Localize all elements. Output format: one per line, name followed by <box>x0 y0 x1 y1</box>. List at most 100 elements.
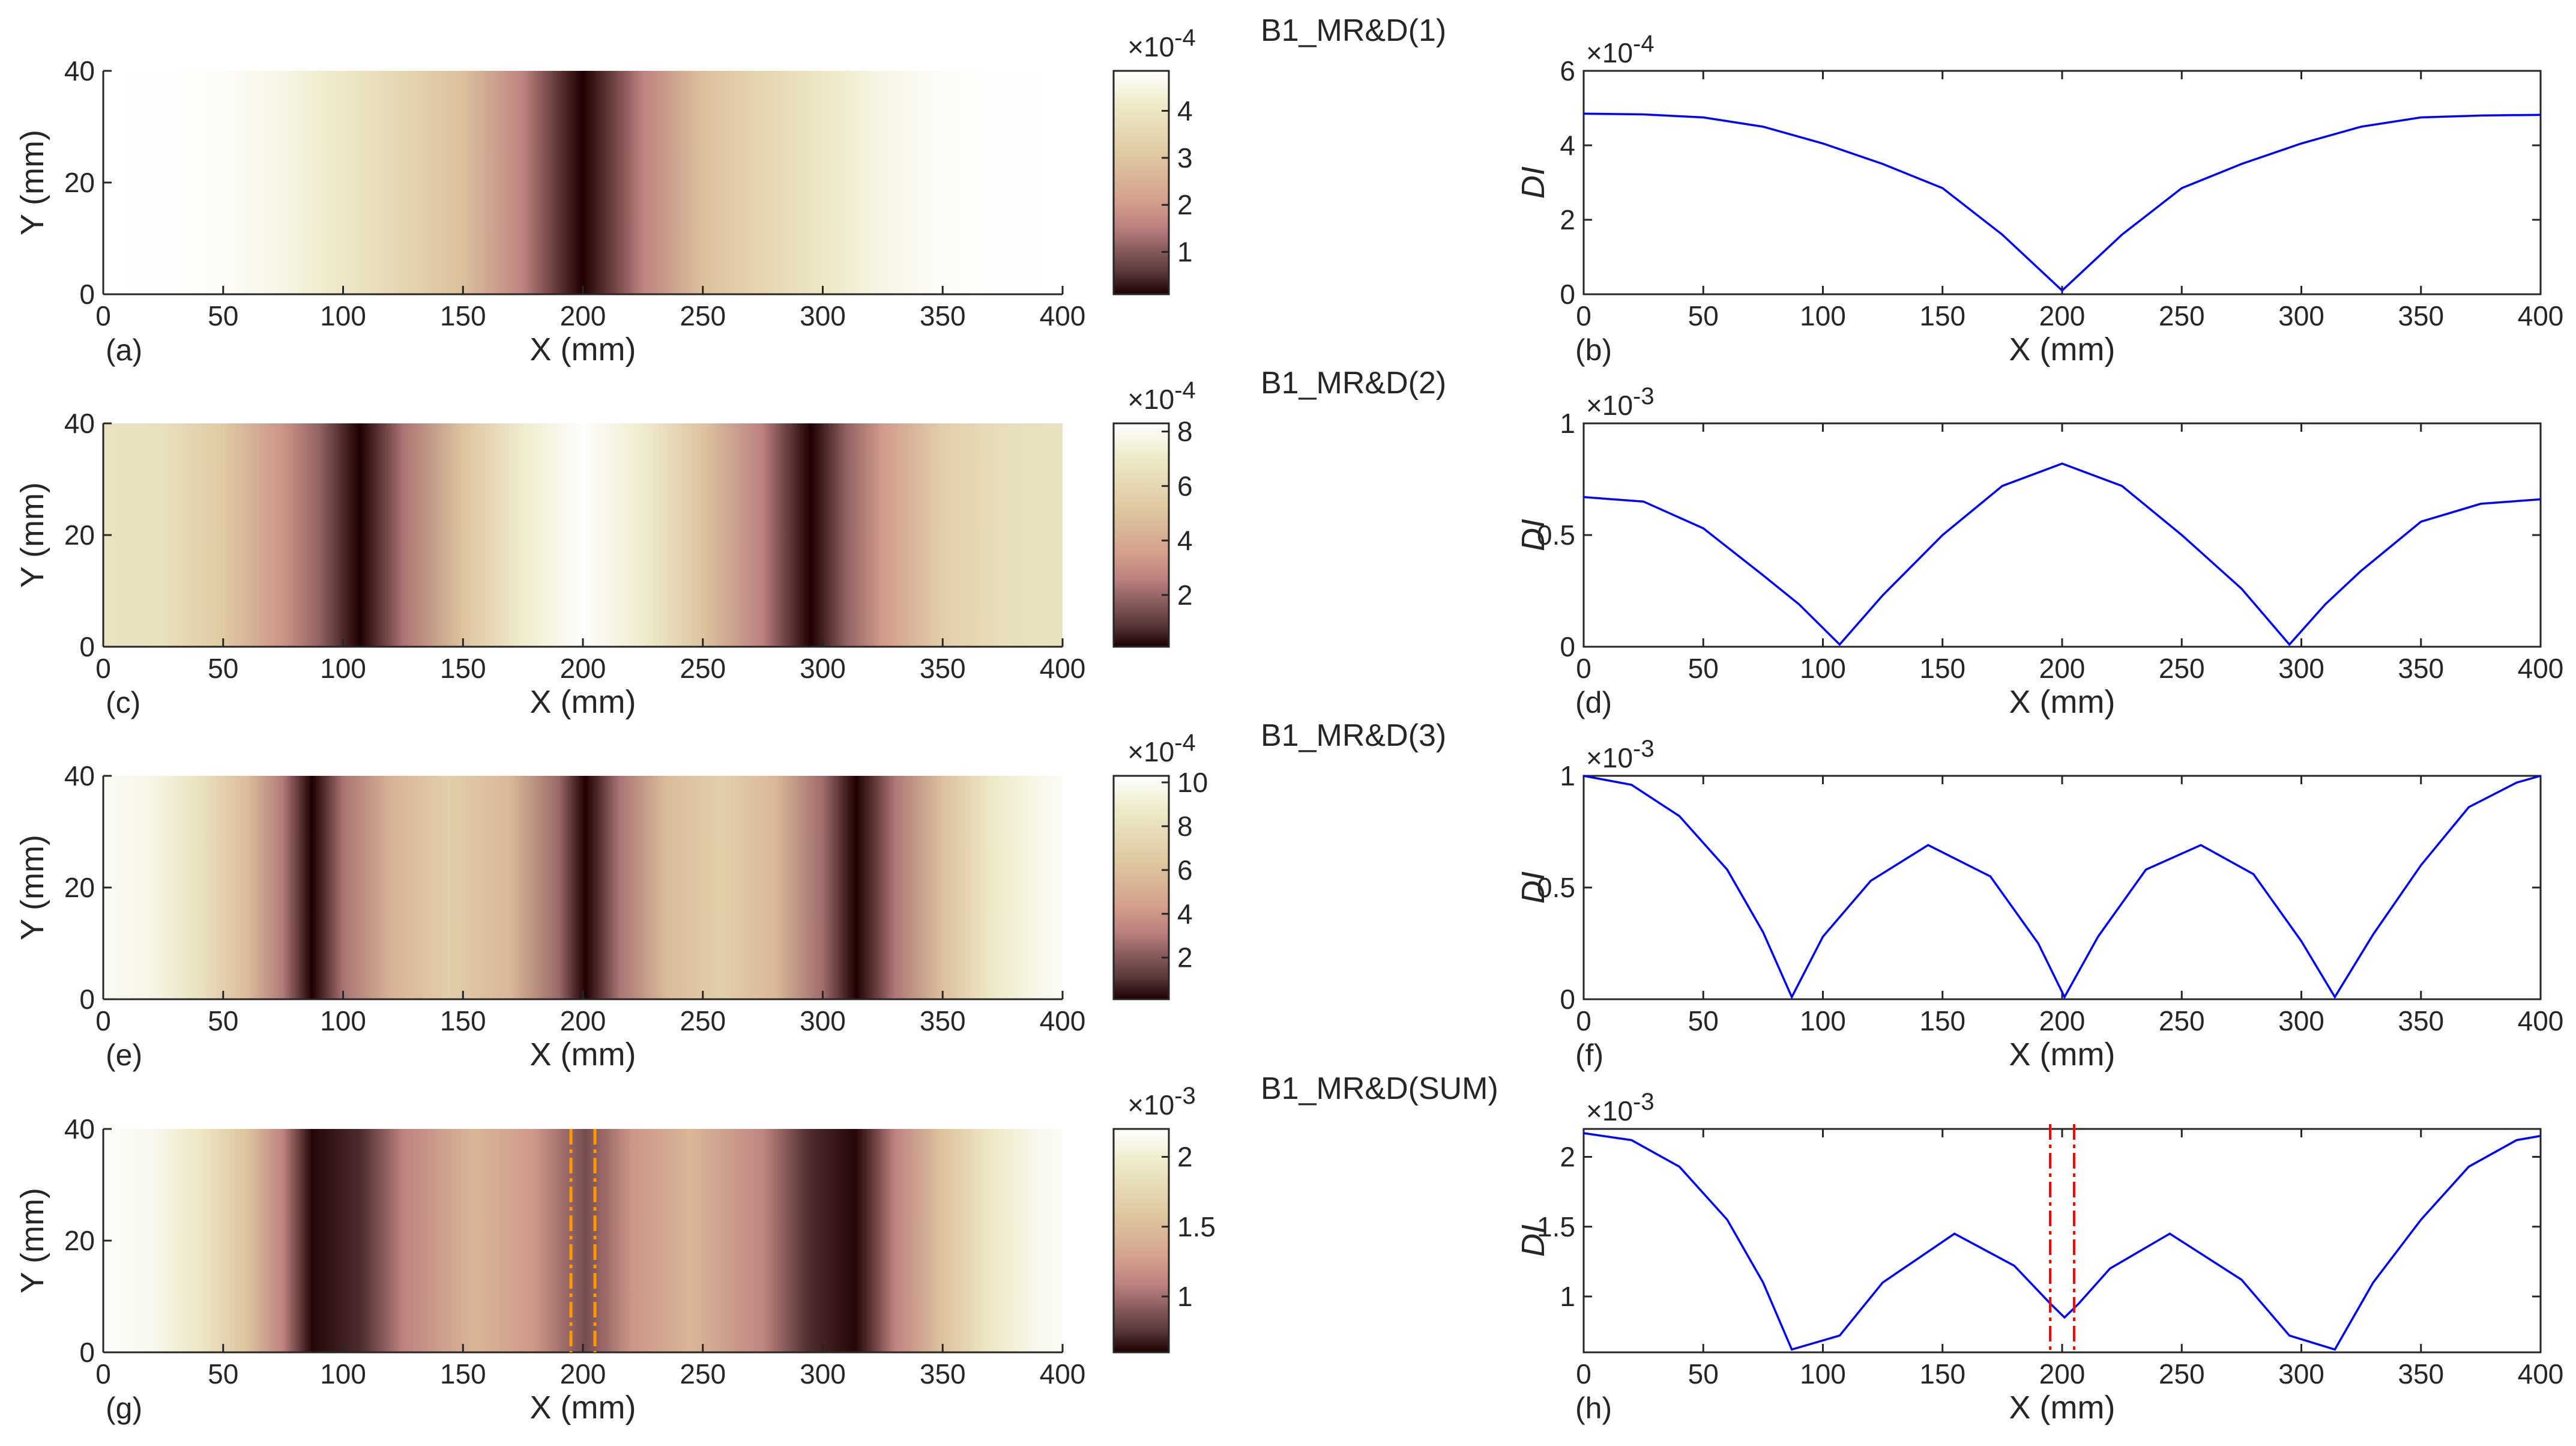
y-tick-label: 0 <box>79 631 95 662</box>
plot-box-f <box>1582 775 2542 1000</box>
heatmap-a <box>103 71 1063 294</box>
y-tick-label: 0 <box>79 1337 95 1368</box>
y-tick-label: 20 <box>64 1225 95 1256</box>
heatmap-e <box>103 776 1063 999</box>
x-axis-label: X (mm) <box>530 1036 636 1072</box>
y-tick-label: 40 <box>64 55 95 86</box>
x-tick-label: 150 <box>1919 653 1965 684</box>
y-tick-label: 1.5 <box>1537 1211 1575 1242</box>
y-tick-label: 40 <box>64 1113 95 1145</box>
y-tick-label: 0 <box>1560 631 1575 662</box>
x-tick-label: 0 <box>1576 1005 1591 1036</box>
x-tick-label: 200 <box>2039 1005 2086 1036</box>
y-tick-label: 40 <box>64 408 95 439</box>
axis-exponent-power: -3 <box>1633 1089 1654 1115</box>
x-tick-label: 50 <box>1688 1005 1719 1036</box>
y-tick-label: 20 <box>64 519 95 551</box>
colorbar-exponent: ×10-4 <box>1127 730 1196 767</box>
x-tick-label: 100 <box>320 1358 366 1390</box>
x-tick-label: 150 <box>440 1358 486 1390</box>
x-tick-label: 200 <box>560 300 606 331</box>
x-tick-label: 200 <box>2039 653 2086 684</box>
y-tick-label: 0 <box>1560 279 1575 310</box>
colorbar-exponent-power: -4 <box>1174 25 1196 51</box>
x-tick-label: 50 <box>1688 1358 1719 1390</box>
y-tick-label: 0 <box>79 279 95 310</box>
x-tick-label: 150 <box>440 300 486 331</box>
x-tick-label: 400 <box>1040 1005 1086 1036</box>
x-tick-label: 50 <box>1688 653 1719 684</box>
x-tick-label: 0 <box>95 653 111 684</box>
series-line-f <box>1583 775 2541 1000</box>
x-tick-label: 50 <box>208 300 238 331</box>
panel-label: (a) <box>106 333 142 367</box>
x-axis-label: X (mm) <box>530 684 636 720</box>
x-tick-label: 350 <box>2398 1358 2444 1390</box>
x-tick-label: 350 <box>2398 300 2444 331</box>
panel-label: (g) <box>106 1391 142 1425</box>
x-tick-label: 350 <box>920 653 966 684</box>
axis-exponent: ×10-3 <box>1586 1089 1654 1127</box>
x-tick-label: 50 <box>208 653 238 684</box>
plot-box-d <box>1582 422 2542 648</box>
x-tick-label: 250 <box>2159 1005 2205 1036</box>
chart-title: B1_MR&D(SUM) <box>1261 1071 1498 1106</box>
x-axis-label: X (mm) <box>2009 1390 2116 1426</box>
y-tick-label: 40 <box>64 760 95 791</box>
x-tick-label: 0 <box>95 1005 111 1036</box>
x-tick-label: 300 <box>800 300 846 331</box>
y-tick-label: 20 <box>64 167 95 198</box>
x-tick-label: 50 <box>208 1358 238 1390</box>
x-tick-label: 0 <box>95 1358 111 1390</box>
x-tick-label: 100 <box>1800 1005 1846 1036</box>
y-axis-label: DI <box>1515 519 1551 551</box>
colorbar-tick-label: 1 <box>1177 237 1193 268</box>
x-tick-label: 250 <box>680 1005 726 1036</box>
panel-label: (b) <box>1575 333 1612 367</box>
colorbar-tick-label: 2 <box>1177 1142 1193 1173</box>
x-tick-label: 250 <box>2159 300 2205 331</box>
colorbar-tick-label: 1.5 <box>1177 1211 1216 1242</box>
axis-exponent: ×10-4 <box>1586 31 1654 68</box>
panel-label: (c) <box>106 686 140 719</box>
panel-label: (h) <box>1575 1391 1612 1425</box>
colorbar-exponent: ×10-3 <box>1127 1083 1196 1121</box>
x-tick-label: 50 <box>1688 300 1719 331</box>
y-tick-label: 0.5 <box>1537 519 1575 551</box>
x-tick-label: 250 <box>680 653 726 684</box>
panel-label: (e) <box>106 1038 142 1072</box>
y-axis-label: DI <box>1515 1224 1551 1257</box>
y-tick-label: 0 <box>1560 984 1575 1015</box>
y-axis-label: Y (mm) <box>14 130 50 235</box>
series-line-h <box>1583 1132 2541 1351</box>
x-axis-label: X (mm) <box>2009 331 2116 368</box>
x-axis-label: X (mm) <box>530 1390 636 1426</box>
colorbar <box>1112 775 1170 1000</box>
x-tick-label: 300 <box>2278 653 2324 684</box>
colorbar-tick-label: 6 <box>1177 470 1193 501</box>
x-tick-label: 150 <box>1919 1005 1965 1036</box>
heatmap-c <box>103 423 1063 647</box>
panel-label: (f) <box>1575 1038 1603 1072</box>
axis-exponent-power: -3 <box>1633 736 1654 762</box>
y-tick-label: 1 <box>1560 408 1575 439</box>
axis-exponent: ×10-3 <box>1586 736 1654 773</box>
colorbar-tick-label: 3 <box>1177 142 1193 174</box>
x-tick-label: 150 <box>440 653 486 684</box>
plot-box-b <box>1582 70 2542 295</box>
x-tick-label: 300 <box>2278 1005 2324 1036</box>
x-tick-label: 100 <box>1800 1358 1846 1390</box>
x-tick-label: 300 <box>800 1005 846 1036</box>
colorbar-exponent-power: -4 <box>1174 730 1196 756</box>
colorbar-exponent: ×10-4 <box>1127 377 1196 415</box>
x-tick-label: 0 <box>1576 1358 1591 1390</box>
y-axis-label: Y (mm) <box>14 835 50 940</box>
chart-title: B1_MR&D(1) <box>1261 13 1446 48</box>
x-tick-label: 200 <box>2039 300 2086 331</box>
axis-exponent-power: -4 <box>1633 31 1654 57</box>
x-tick-label: 300 <box>800 1358 846 1390</box>
x-tick-label: 250 <box>2159 1358 2205 1390</box>
colorbar-tick-label: 1 <box>1177 1281 1193 1312</box>
colorbar-tick-label: 4 <box>1177 898 1193 930</box>
x-axis-label: X (mm) <box>2009 1036 2116 1072</box>
